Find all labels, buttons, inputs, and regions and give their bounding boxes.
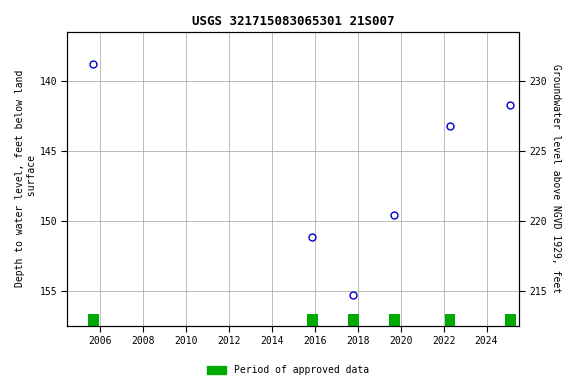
Title: USGS 321715083065301 21S007: USGS 321715083065301 21S007: [192, 15, 395, 28]
Y-axis label: Depth to water level, feet below land
 surface: Depth to water level, feet below land su…: [15, 70, 37, 288]
Bar: [389, 314, 400, 326]
Bar: [307, 314, 318, 326]
Bar: [348, 314, 359, 326]
Bar: [445, 314, 456, 326]
Bar: [505, 314, 516, 326]
Bar: [88, 314, 98, 326]
Y-axis label: Groundwater level above NGVD 1929, feet: Groundwater level above NGVD 1929, feet: [551, 64, 561, 293]
Legend: Period of approved data: Period of approved data: [203, 361, 373, 379]
